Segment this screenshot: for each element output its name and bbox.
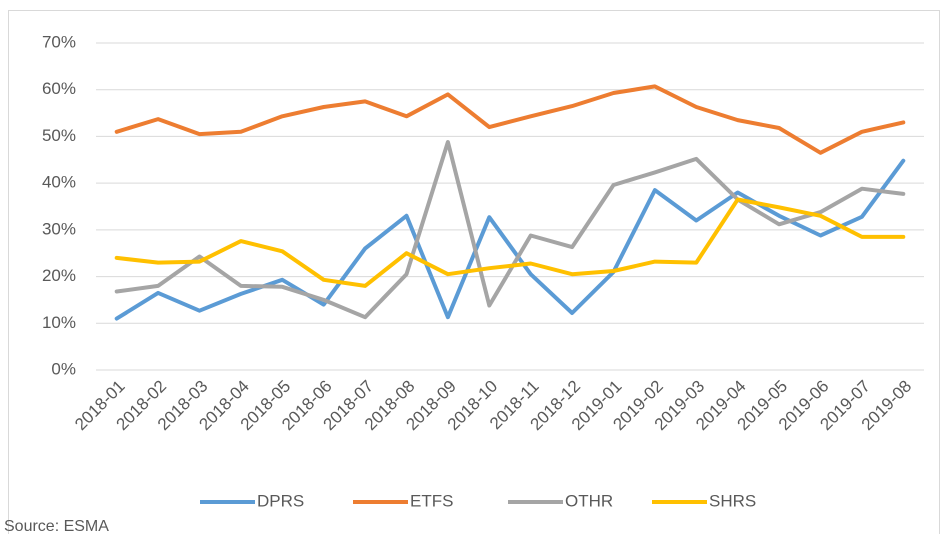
y-tick-label: 20%: [42, 266, 76, 285]
series-line: [114, 140, 906, 320]
legend-label: ETFS: [410, 491, 453, 510]
y-tick-label: 60%: [42, 79, 76, 98]
source-note: Source: ESMA: [4, 518, 109, 534]
y-tick-label: 70%: [42, 32, 76, 51]
y-tick-label: 50%: [42, 126, 76, 145]
series-line: [114, 197, 906, 288]
y-tick-label: 40%: [42, 173, 76, 192]
chart-frame: [8, 10, 940, 534]
series-line: [114, 84, 906, 155]
legend-label: OTHR: [565, 491, 613, 510]
series-line: [114, 158, 906, 321]
y-tick-label: 0%: [51, 359, 76, 378]
legend-label: DPRS: [257, 491, 304, 510]
y-tick-label: 30%: [42, 219, 76, 238]
legend-label: SHRS: [709, 491, 756, 510]
y-tick-label: 10%: [42, 313, 76, 332]
